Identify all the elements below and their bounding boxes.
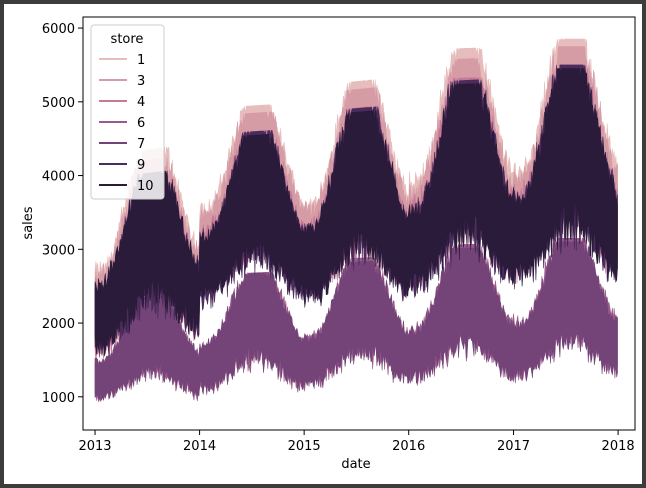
legend-items: 1 3 4 6 7 9 10 <box>99 53 154 194</box>
series-line-store-10 <box>94 68 618 356</box>
x-tick-label: 2015 <box>288 439 321 454</box>
x-tick-label: 2017 <box>497 439 530 454</box>
legend-box <box>90 24 165 200</box>
legend-label-store-1: 1 <box>137 53 145 68</box>
legend-label-store-3: 3 <box>137 74 145 89</box>
x-tick-label: 2013 <box>78 439 111 454</box>
y-tick-label: 2000 <box>42 317 75 332</box>
series-layer <box>94 38 618 402</box>
figure: 2013 2014 2015 2016 2017 2018 1000 2000 3000 400… <box>4 4 642 484</box>
legend-title: store <box>111 32 144 47</box>
legend-label-store-4: 4 <box>137 95 145 110</box>
x-axis: 2013 2014 2015 2016 2017 2018 <box>78 430 635 454</box>
x-tick-label: 2016 <box>392 439 425 454</box>
y-tick-label: 4000 <box>42 170 75 185</box>
y-tick-label: 5000 <box>42 96 75 111</box>
watermark: https://blog.csdn.net/weixin_43848469 <box>382 462 636 477</box>
x-tick-label: 2014 <box>183 439 216 454</box>
legend-label-store-9: 9 <box>137 158 145 173</box>
legend: store 1 3 4 6 7 9 10 <box>90 24 165 200</box>
y-axis-label: sales <box>21 206 36 239</box>
legend-label-store-7: 7 <box>137 137 145 152</box>
y-tick-label: 3000 <box>42 243 75 258</box>
y-tick-label: 1000 <box>42 391 75 406</box>
legend-label-store-6: 6 <box>137 116 145 131</box>
x-axis-label: date <box>341 457 370 472</box>
x-tick-label: 2018 <box>602 439 635 454</box>
legend-label-store-10: 10 <box>137 179 154 194</box>
plot-frame <box>82 16 636 431</box>
sales-line-chart: 2013 2014 2015 2016 2017 2018 1000 2000 3000 400… <box>21 16 636 477</box>
series-line-store-7 <box>94 241 618 402</box>
y-tick-label: 6000 <box>42 22 75 37</box>
y-axis: 1000 2000 3000 4000 5000 6000 <box>42 22 83 406</box>
